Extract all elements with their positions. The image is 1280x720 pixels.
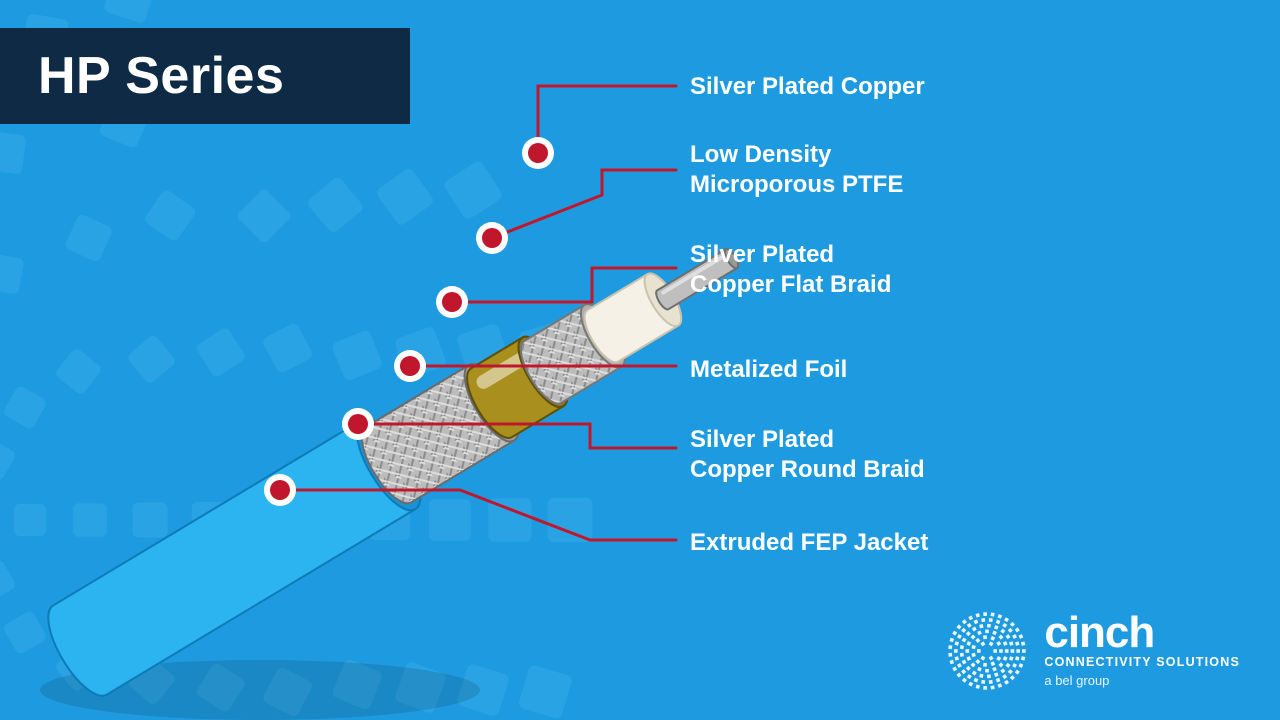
logo-subtitle: CONNECTIVITY SOLUTIONS xyxy=(1044,655,1240,669)
logo-text: cinch CONNECTIVITY SOLUTIONS a bel group xyxy=(1044,614,1240,688)
logo-brand: cinch xyxy=(1044,614,1154,653)
logo-tagline: a bel group xyxy=(1044,673,1109,688)
cable-illustration xyxy=(36,212,762,720)
brand-logo: cinch CONNECTIVITY SOLUTIONS a bel group xyxy=(946,610,1240,692)
title-bar: HP Series xyxy=(0,28,410,124)
page-title: HP Series xyxy=(38,46,284,106)
globe-icon xyxy=(946,610,1028,692)
callout-label-foil: Metalized Foil xyxy=(690,355,847,385)
callout-label-flat_braid: Silver PlatedCopper Flat Braid xyxy=(690,240,891,300)
callout-label-round_braid: Silver PlatedCopper Round Braid xyxy=(690,425,925,485)
infographic-stage: HP Series Silver Plated Copper Low Densit… xyxy=(0,0,1280,720)
callout-label-jacket: Extruded FEP Jacket xyxy=(690,528,928,558)
callout-label-ptfe: Low DensityMicroporous PTFE xyxy=(690,140,903,200)
callout-label-core: Silver Plated Copper xyxy=(690,72,925,102)
